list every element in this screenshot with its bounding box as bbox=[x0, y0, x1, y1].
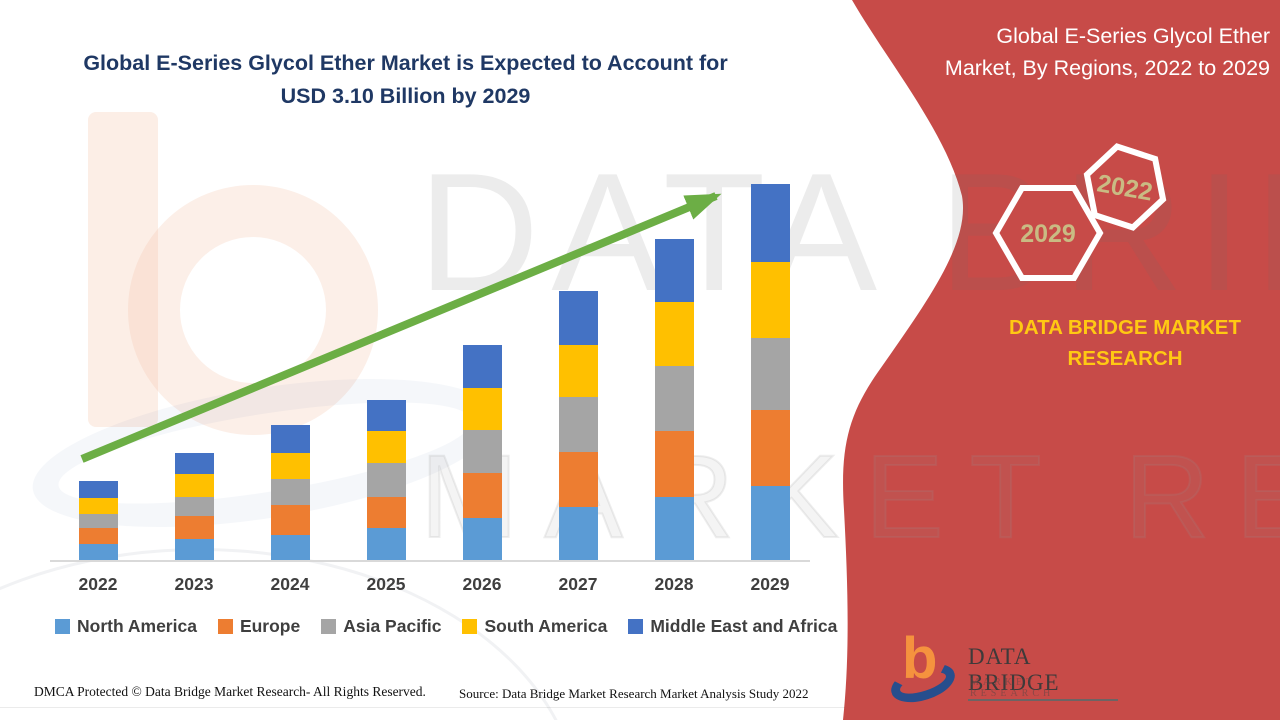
bar-segment-2025-south-america bbox=[366, 431, 406, 463]
x-axis-label-2026: 2026 bbox=[462, 574, 502, 594]
bar-segment-2026-south-america bbox=[462, 387, 502, 431]
x-axis-label-2022: 2022 bbox=[78, 574, 118, 594]
legend-swatch-icon bbox=[321, 619, 337, 634]
bar-segment-2023-north-america bbox=[174, 539, 214, 560]
red-panel-path bbox=[843, 0, 1280, 720]
databridge-logo: b DATA BRIDGE MARKET RESEARCH bbox=[886, 626, 1120, 710]
legend-label: North America bbox=[77, 616, 197, 636]
bar-segment-2028-south-america bbox=[654, 301, 694, 366]
legend-swatch-icon bbox=[217, 619, 233, 634]
chart-legend: North America Europe Asia Pacific South Ame… bbox=[55, 616, 837, 637]
x-axis-label-2023: 2023 bbox=[174, 574, 214, 594]
bar-segment-2025-north-america bbox=[366, 528, 406, 560]
x-axis-label-2029: 2029 bbox=[750, 574, 790, 594]
bar-segment-2024-europe bbox=[270, 505, 310, 535]
bar-segment-2022-europe bbox=[78, 528, 118, 545]
x-axis-line bbox=[50, 560, 810, 562]
bar-segment-2028-north-america bbox=[654, 496, 694, 560]
brand-line1: DATA BRIDGE MARKET bbox=[1009, 316, 1241, 339]
legend-label: Middle East and Africa bbox=[650, 616, 838, 636]
legend-item-north-america: North America bbox=[55, 616, 197, 637]
bar-segment-2022-middle-east-and-africa bbox=[78, 481, 118, 499]
footer-divider bbox=[0, 707, 845, 708]
bar-segment-2029-middle-east-and-africa bbox=[750, 183, 790, 262]
legend-item-europe: Europe bbox=[217, 616, 301, 637]
legend-label: Europe bbox=[239, 616, 301, 636]
right-panel-title-line2: Market, By Regions, 2022 to 2029 bbox=[944, 56, 1270, 80]
bar-segment-2026-europe bbox=[462, 472, 502, 518]
source-note: Source: Data Bridge Market Research Mark… bbox=[459, 686, 809, 701]
bar-segment-2024-south-america bbox=[270, 453, 310, 479]
bar-segment-2028-europe bbox=[654, 431, 694, 497]
bar-segment-2029-south-america bbox=[750, 261, 790, 338]
bar-segment-2027-asia-pacific bbox=[558, 397, 598, 453]
bar-segment-2025-middle-east-and-africa bbox=[366, 399, 406, 432]
bar-segment-2023-middle-east-and-africa bbox=[174, 453, 214, 474]
right-panel-title: Global E-Series Glycol Ether Market, By … bbox=[898, 20, 1270, 84]
chart-title-line2: USD 3.10 Billion by 2029 bbox=[280, 84, 531, 108]
bar-segment-2025-asia-pacific bbox=[366, 462, 406, 497]
bar-segment-2022-south-america bbox=[78, 498, 118, 514]
bar-segment-2027-europe bbox=[558, 452, 598, 507]
trend-arrow-line bbox=[80, 192, 722, 463]
logo-wordmark: DATA BRIDGE bbox=[968, 644, 1118, 701]
hexagon-2022 bbox=[1083, 143, 1167, 231]
legend-swatch-icon bbox=[55, 619, 70, 634]
hexagon-2029 bbox=[992, 185, 1104, 281]
x-axis-label-2027: 2027 bbox=[558, 574, 598, 594]
legend-item-middle-east-and-africa: Middle East and Africa bbox=[628, 616, 837, 637]
stacked-bar-chart: 2022 2023 2024 2025 2026 2027 2028 2029 bbox=[78, 183, 790, 594]
right-panel-title-line1: Global E-Series Glycol Ether bbox=[996, 24, 1270, 48]
bar-segment-2027-middle-east-and-africa bbox=[558, 290, 598, 346]
legend-label: Asia Pacific bbox=[343, 616, 442, 636]
bar-segment-2023-europe bbox=[174, 516, 214, 540]
bar-segment-2026-asia-pacific bbox=[462, 430, 502, 473]
bar-segment-2028-asia-pacific bbox=[654, 365, 694, 432]
logo-tagline: MARKET RESEARCH bbox=[970, 677, 1055, 699]
dmca-notice: DMCA Protected © Data Bridge Market Rese… bbox=[34, 684, 426, 699]
bar-segment-2024-asia-pacific bbox=[270, 478, 310, 506]
bar-segment-2025-europe bbox=[366, 496, 406, 529]
bar-segment-2026-north-america bbox=[462, 517, 502, 560]
x-axis-label-2025: 2025 bbox=[366, 574, 406, 594]
bar-segment-2029-north-america bbox=[750, 486, 790, 560]
bar-segment-2024-north-america bbox=[270, 534, 310, 560]
bar-segment-2027-north-america bbox=[558, 506, 598, 560]
legend-label: South America bbox=[484, 616, 608, 636]
x-axis-label-2028: 2028 bbox=[654, 574, 694, 594]
chart-title-line1: Global E-Series Glycol Ether Market is E… bbox=[83, 51, 728, 75]
bar-segment-2028-middle-east-and-africa bbox=[654, 238, 694, 302]
logo-b-icon: b bbox=[902, 626, 938, 691]
brand-line2: RESEARCH bbox=[1067, 347, 1183, 370]
bar-segment-2022-asia-pacific bbox=[78, 513, 118, 529]
chart-title: Global E-Series Glycol Ether Market is E… bbox=[58, 47, 753, 113]
bar-segment-2023-asia-pacific bbox=[174, 496, 214, 517]
bar-segment-2024-middle-east-and-africa bbox=[270, 425, 310, 454]
legend-item-asia-pacific: Asia Pacific bbox=[321, 616, 441, 637]
x-axis-label-2024: 2024 bbox=[270, 574, 310, 594]
legend-item-south-america: South America bbox=[462, 616, 607, 637]
bar-segment-2029-asia-pacific bbox=[750, 338, 790, 410]
bar-segment-2026-middle-east-and-africa bbox=[462, 345, 502, 388]
bar-segment-2023-south-america bbox=[174, 473, 214, 497]
legend-swatch-icon bbox=[462, 619, 478, 634]
bar-segment-2027-south-america bbox=[558, 345, 598, 398]
bar-segment-2022-north-america bbox=[78, 544, 118, 560]
legend-swatch-icon bbox=[628, 619, 644, 634]
bar-segment-2029-europe bbox=[750, 409, 790, 486]
brand-name-text: DATA BRIDGE MARKET RESEARCH bbox=[975, 312, 1275, 374]
hexagon-2029-label: 2029 bbox=[1020, 220, 1076, 248]
